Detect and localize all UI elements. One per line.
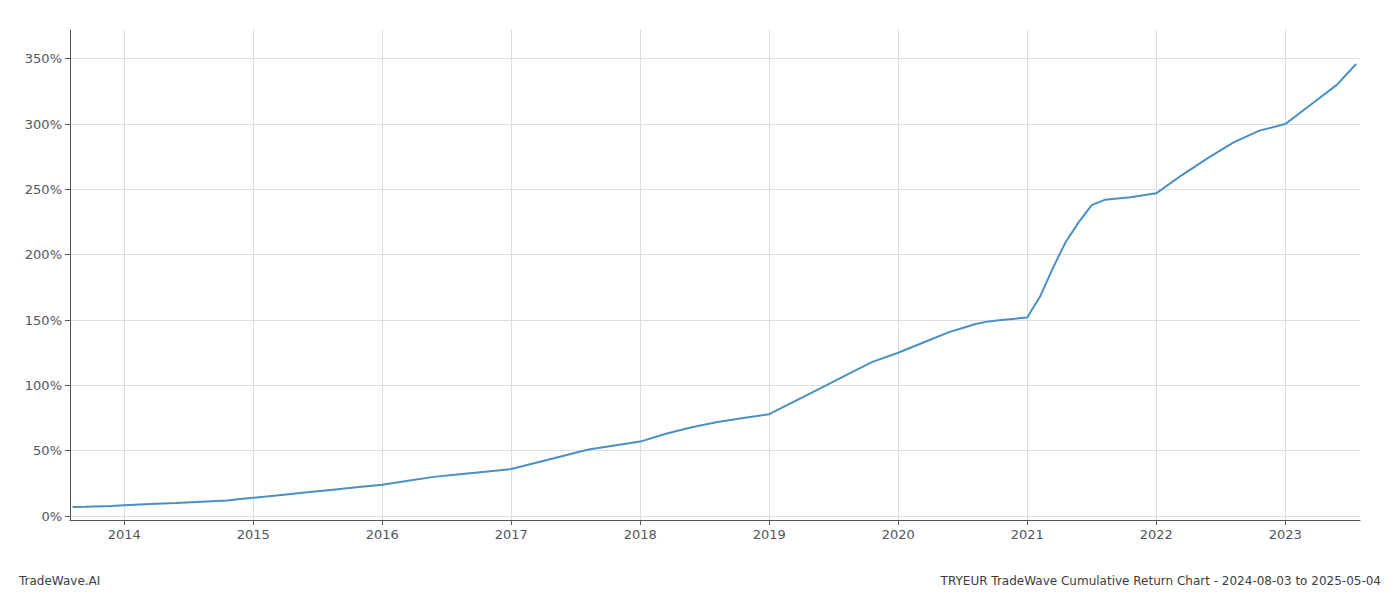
svg-text:100%: 100% (25, 378, 62, 393)
svg-text:300%: 300% (25, 117, 62, 132)
svg-text:250%: 250% (25, 182, 62, 197)
svg-text:150%: 150% (25, 313, 62, 328)
svg-text:2014: 2014 (108, 527, 141, 542)
svg-text:TRYEUR TradeWave Cumulative Re: TRYEUR TradeWave Cumulative Return Chart… (940, 574, 1381, 588)
svg-text:50%: 50% (33, 443, 62, 458)
svg-text:2018: 2018 (624, 527, 657, 542)
svg-text:2020: 2020 (882, 527, 915, 542)
svg-text:TradeWave.AI: TradeWave.AI (18, 574, 100, 588)
svg-text:2022: 2022 (1140, 527, 1173, 542)
svg-text:350%: 350% (25, 51, 62, 66)
svg-text:2016: 2016 (366, 527, 399, 542)
svg-text:2019: 2019 (753, 527, 786, 542)
svg-text:2015: 2015 (237, 527, 270, 542)
svg-text:2023: 2023 (1269, 527, 1302, 542)
svg-text:200%: 200% (25, 247, 62, 262)
svg-text:2021: 2021 (1011, 527, 1044, 542)
svg-text:0%: 0% (41, 509, 62, 524)
svg-text:2017: 2017 (495, 527, 528, 542)
